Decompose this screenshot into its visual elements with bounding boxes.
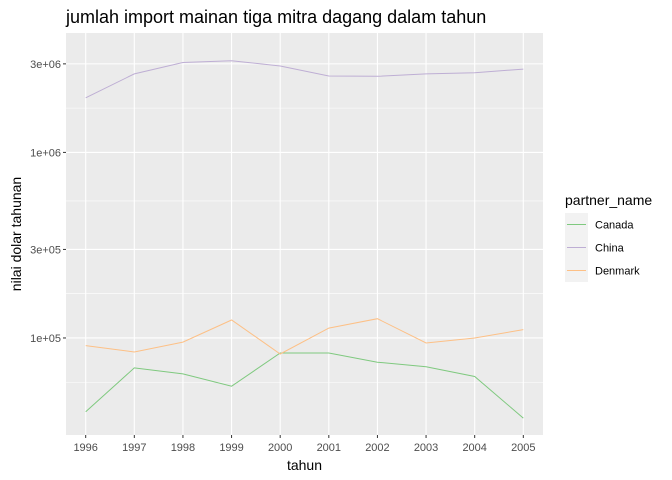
x-tick-label: 1996 (73, 442, 97, 454)
series-line-canada (85, 352, 524, 419)
x-tick-label: 2005 (511, 442, 535, 454)
x-tick-label: 2000 (268, 442, 292, 454)
legend-label-china: China (595, 243, 625, 255)
y-tick-label: 1e+06 (30, 147, 61, 159)
series-line-china (85, 60, 524, 99)
y-tick-label: 1e+05 (30, 333, 61, 345)
x-tick-label: 1997 (122, 442, 146, 454)
series-line-denmark (85, 318, 524, 355)
legend-label-denmark: Denmark (595, 266, 640, 278)
x-axis-title: tahun (287, 457, 322, 473)
x-tick-label: 2004 (462, 442, 486, 454)
y-tick-label: 3e+06 (30, 59, 61, 71)
plot-panel (66, 33, 543, 435)
major-gridlines (66, 33, 543, 435)
minor-gridlines (66, 107, 543, 383)
x-tick-label: 1998 (171, 442, 195, 454)
legend-label-canada: Canada (595, 220, 634, 232)
x-tick-label: 2003 (414, 442, 438, 454)
chart-title: jumlah import mainan tiga mitra dagang d… (65, 7, 486, 27)
x-tick-label: 2002 (365, 442, 389, 454)
legend-title: partner_name (565, 192, 652, 208)
y-tick-label: 3e+05 (30, 244, 61, 256)
x-tick-label: 1999 (219, 442, 243, 454)
legend: partner_name Canada China Denmark (565, 192, 652, 282)
y-axis-title: nilai dolar tahunan (8, 177, 24, 291)
series-lines (85, 60, 524, 419)
x-tick-label: 2001 (317, 442, 341, 454)
axes: 1e+05 3e+05 1e+06 3e+06 1996 1997 1998 1999 2000… (30, 59, 535, 454)
